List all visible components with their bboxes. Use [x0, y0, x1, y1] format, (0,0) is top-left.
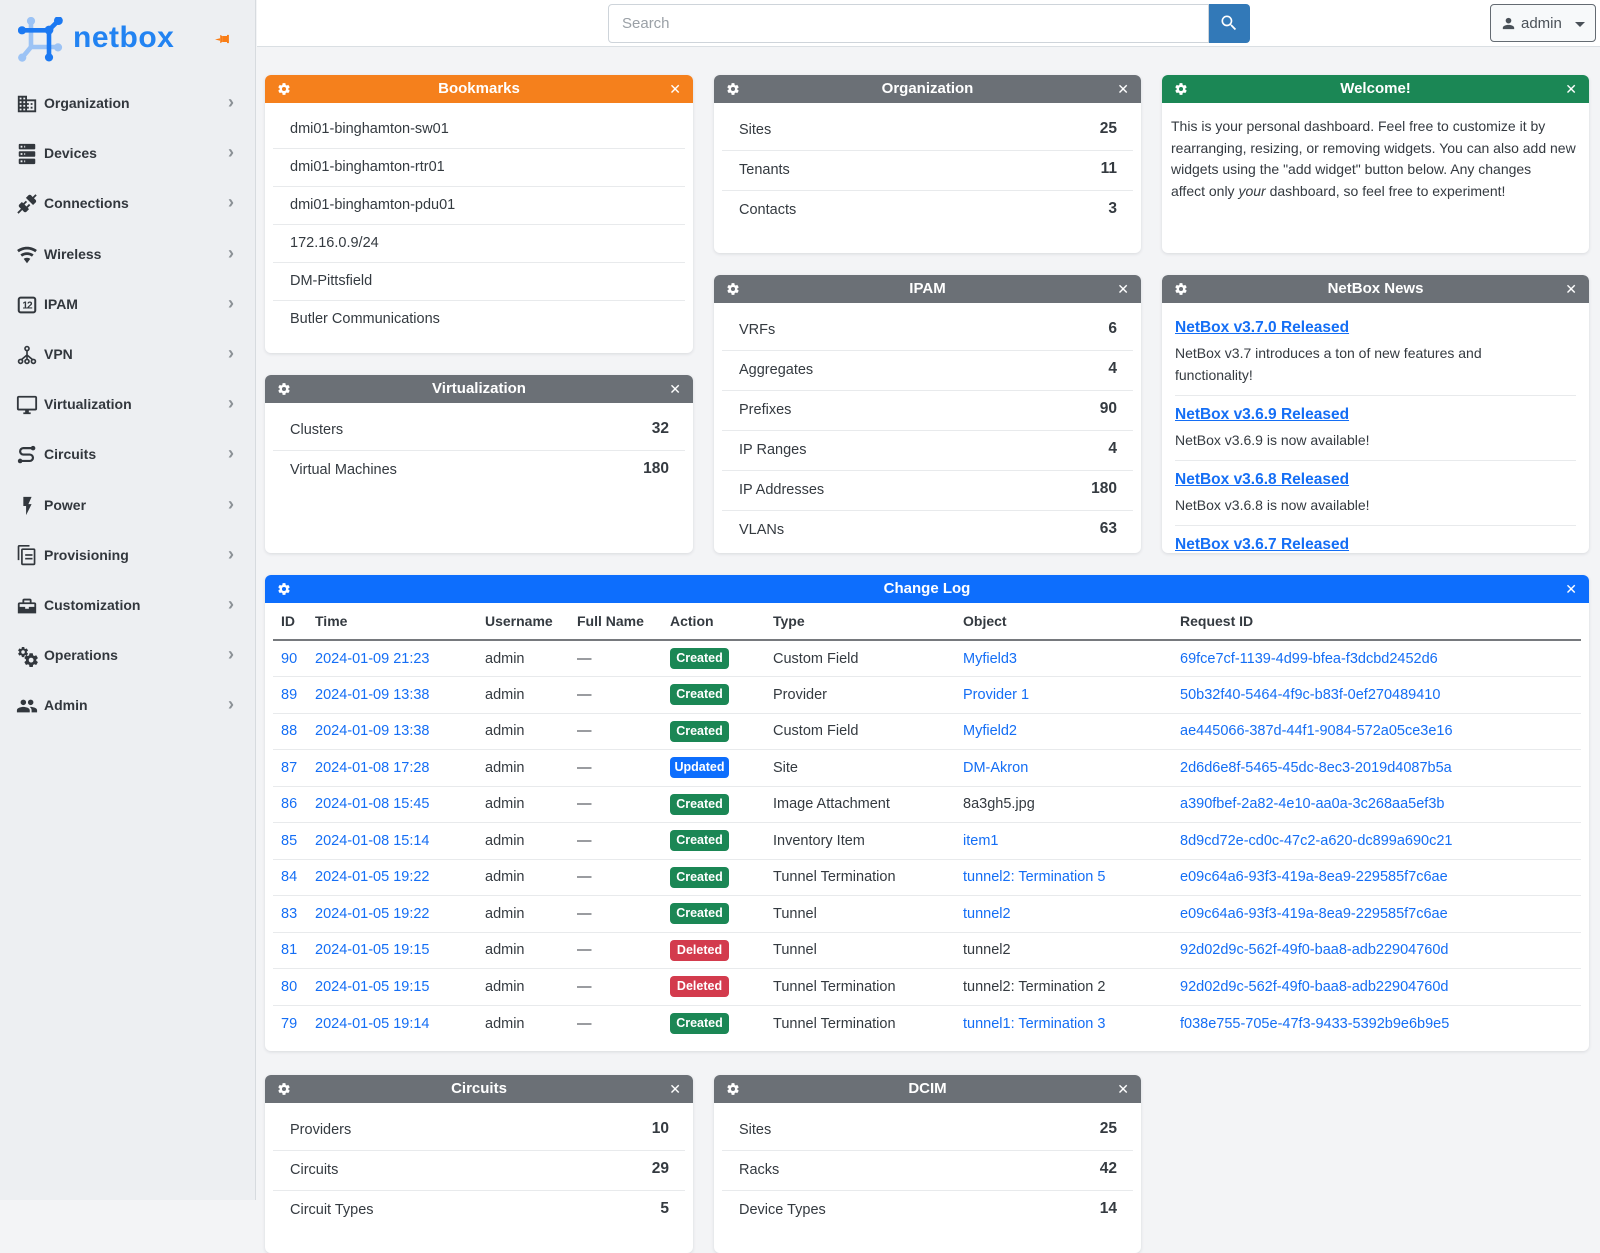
svg-text:2: 2: [27, 300, 33, 311]
svg-text:1: 1: [22, 300, 28, 311]
